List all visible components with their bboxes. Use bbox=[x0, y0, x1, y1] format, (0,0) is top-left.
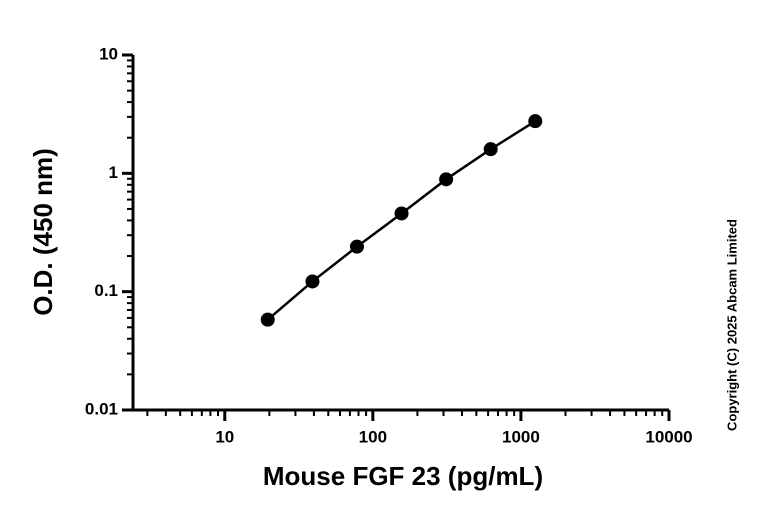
data-point bbox=[260, 312, 275, 327]
x-tick-label: 100 bbox=[359, 427, 387, 446]
y-tick-label: 1 bbox=[109, 163, 118, 182]
data-point bbox=[528, 114, 543, 129]
data-point bbox=[305, 274, 320, 289]
data-point bbox=[483, 142, 498, 157]
x-axis-label: Mouse FGF 23 (pg/mL) bbox=[263, 461, 543, 491]
y-axis-label: O.D. (450 nm) bbox=[28, 148, 58, 316]
y-tick-label: 0.1 bbox=[94, 281, 118, 300]
data-point bbox=[439, 172, 454, 187]
x-tick-label: 10 bbox=[215, 427, 234, 446]
x-tick-label: 1000 bbox=[502, 427, 540, 446]
copyright: Copyright (C) 2025 Abcam Limited bbox=[724, 219, 739, 431]
data-point bbox=[349, 239, 364, 254]
data-point bbox=[394, 206, 409, 221]
y-tick-label: 0.01 bbox=[85, 399, 118, 418]
y-tick-label: 10 bbox=[99, 44, 118, 63]
x-tick-label: 10000 bbox=[645, 427, 692, 446]
